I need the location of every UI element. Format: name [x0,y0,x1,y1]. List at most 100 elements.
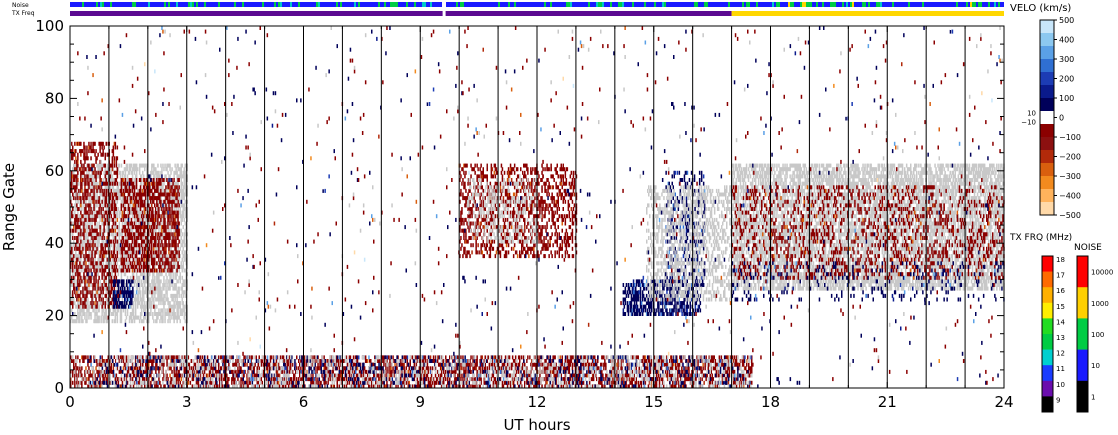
data-cell [74,319,76,324]
data-cell [158,236,160,240]
data-cell [159,279,161,284]
data-cell [160,286,162,291]
data-cell [115,225,118,230]
data-cell [119,174,122,179]
data-cell [116,214,119,219]
data-cell [167,286,169,291]
data-cell [178,301,180,306]
data-cell [171,243,173,248]
data-cell [133,315,136,320]
data-cell [157,181,159,186]
noise-strip-cell [154,2,156,7]
data-cell [85,203,87,208]
data-cell [162,228,164,233]
noise-strip-cell [932,2,934,7]
noise-strip-cell [616,2,618,7]
data-cell [113,228,116,233]
data-cell [120,279,123,284]
data-cell [124,199,127,204]
data-cell [129,290,131,295]
data-cell [140,254,143,259]
data-cell [99,163,101,168]
data-cell [157,283,159,287]
data-cell [171,214,173,219]
noise-strip-cell [738,2,740,7]
data-cell [104,217,106,222]
data-cell [183,239,185,244]
data-cell [78,254,80,259]
data-cell [157,188,159,193]
data-cell [131,264,134,269]
data-cell [162,254,164,259]
noise-strip-cell [834,2,836,7]
data-cell [165,297,167,302]
data-cell [138,225,141,230]
noise-strip-cell [624,2,626,7]
data-cell [120,293,123,298]
data-cell [94,181,96,186]
data-cell [81,185,83,190]
data-cell [155,304,157,309]
data-cell [125,199,128,204]
data-cell [175,170,177,175]
data-cell [168,210,170,215]
data-cell [92,217,94,222]
data-cell [164,210,166,215]
data-cell [85,192,87,197]
data-cell [77,239,79,244]
data-cell [121,293,124,298]
data-cell [98,196,100,201]
noise-strip-cell [604,2,606,7]
data-cell [75,250,77,255]
noise-strip-cell [836,2,838,7]
data-cell [128,214,131,219]
data-cell [92,207,94,211]
data-cell [88,196,90,201]
data-cell [110,283,112,287]
data-cell [149,214,151,219]
data-cell [184,312,186,316]
data-cell [86,210,88,215]
data-cell [84,174,86,179]
data-cell [109,203,111,208]
noise-strip-cell [132,2,134,7]
data-cell [94,225,96,230]
data-cell [138,210,141,215]
data-cell [92,228,94,233]
noise-strip-cell [934,2,936,7]
data-cells [70,26,1005,389]
data-cell [101,217,103,222]
data-cell [78,312,80,316]
data-cell [166,283,168,287]
data-cell [137,293,140,298]
data-cell [153,283,155,287]
data-cell [151,192,153,197]
data-cell [70,232,72,237]
data-cell [119,181,122,186]
data-cell [86,312,88,316]
data-cell [151,167,153,172]
data-cell [84,283,86,287]
data-cell [101,308,103,313]
data-cell [76,203,78,208]
data-cell [166,297,168,302]
data-cell [162,210,164,215]
data-cell [178,203,180,208]
data-cell [154,192,156,197]
data-cell [174,203,176,208]
data-cell [105,254,107,259]
data-cell [76,239,78,244]
data-cell [151,261,153,266]
data-cell [71,181,73,186]
data-cell [78,225,80,230]
data-cell [461,221,463,226]
data-cell [120,199,123,204]
data-cell [127,236,130,240]
data-cell [465,232,467,237]
data-cell [84,185,86,190]
data-cell [91,170,93,175]
data-cell [97,279,99,284]
data-cell [154,228,156,233]
noise-strip-cell [210,2,212,7]
data-cell [158,181,160,186]
